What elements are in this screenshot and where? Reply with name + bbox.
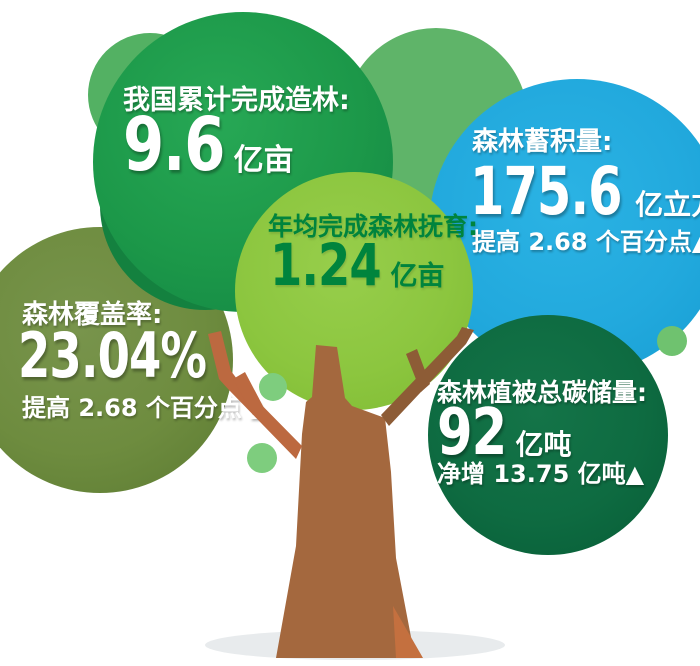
stock-volume-value: 175.6 [470, 153, 623, 230]
tending-unit: 亿亩 [390, 261, 445, 292]
tending-label: 年均完成森林抚育: [268, 212, 478, 241]
bubble-carbon: 森林植被总碳储量: 92 亿吨 净增 13.75 亿吨▲ [428, 315, 668, 555]
afforestation-label: 我国累计完成造林: [123, 85, 350, 116]
right-branch [381, 327, 474, 426]
tending-value: 1.24 [270, 231, 382, 299]
left-branch [208, 331, 302, 459]
trunk-base-accent [393, 606, 423, 658]
afforestation-value: 9.6 [123, 102, 226, 188]
leaf-dot [247, 443, 277, 473]
stock-volume-label: 森林蓄积量: [472, 127, 613, 157]
stock-volume-change: 提高 2.68 个百分点▲ [472, 228, 700, 256]
carbon-unit: 亿吨 [515, 428, 572, 461]
tree-trunk [276, 345, 415, 658]
coverage-label: 森林覆盖率: [22, 300, 163, 330]
leaf-dot [259, 373, 287, 401]
left-branch-twig [233, 372, 264, 415]
afforestation-unit: 亿亩 [233, 143, 294, 178]
carbon-value: 92 [437, 396, 507, 470]
carbon-label: 森林植被总碳储量: [437, 378, 647, 407]
leaf-dot [657, 326, 687, 356]
bubble-coverage: 森林覆盖率: 23.04% 提高 2.68 个百分点 ▲ [0, 227, 269, 493]
coverage-value: 23.04% [18, 319, 207, 392]
stock-volume-unit: 亿立方米 [635, 188, 700, 221]
right-branch-twig [406, 349, 430, 392]
coverage-change: 提高 2.68 个百分点 ▲ [22, 394, 269, 422]
carbon-change: 净增 13.75 亿吨▲ [437, 460, 645, 488]
